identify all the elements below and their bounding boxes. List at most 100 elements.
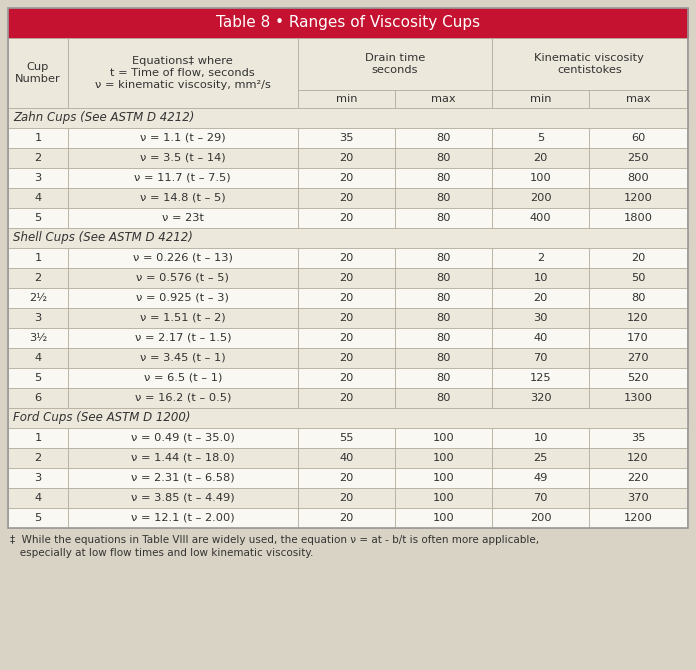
Text: especially at low flow times and low kinematic viscosity.: especially at low flow times and low kin… (10, 548, 313, 558)
Bar (395, 348, 492, 368)
Bar (8, 248, 68, 268)
Bar (590, 348, 687, 368)
Text: 5: 5 (34, 513, 42, 523)
Bar (395, 308, 492, 328)
Text: 20: 20 (339, 213, 354, 223)
Bar (590, 288, 687, 308)
Bar (8, 388, 68, 408)
Text: 270: 270 (627, 353, 649, 363)
Bar (8, 8, 688, 38)
Bar (492, 488, 590, 508)
Text: 5: 5 (537, 133, 544, 143)
Bar (492, 288, 590, 308)
Text: 20: 20 (339, 253, 354, 263)
Text: 100: 100 (530, 173, 552, 183)
Text: ν = 12.1 (t – 2.00): ν = 12.1 (t – 2.00) (131, 513, 235, 523)
Text: 120: 120 (627, 313, 649, 323)
Text: 40: 40 (339, 453, 354, 463)
Bar (8, 38, 68, 108)
Bar (590, 328, 687, 348)
Bar (492, 188, 590, 208)
Text: 1: 1 (34, 433, 42, 443)
Text: 10: 10 (534, 433, 548, 443)
Bar (395, 128, 492, 148)
Text: 2: 2 (34, 453, 42, 463)
Bar (8, 488, 68, 508)
Text: 80: 80 (436, 173, 451, 183)
Bar (8, 228, 688, 248)
Bar (395, 468, 492, 488)
Text: 80: 80 (436, 253, 451, 263)
Text: 20: 20 (339, 373, 354, 383)
Bar (298, 168, 395, 188)
Text: 1200: 1200 (624, 513, 652, 523)
Bar (8, 448, 68, 468)
Bar (298, 268, 395, 288)
Text: 20: 20 (339, 313, 354, 323)
Bar (8, 148, 68, 168)
Bar (68, 308, 298, 328)
Text: Table 8 • Ranges of Viscosity Cups: Table 8 • Ranges of Viscosity Cups (216, 15, 480, 31)
Bar (298, 508, 395, 528)
Bar (8, 128, 68, 148)
Bar (492, 90, 590, 108)
Text: 80: 80 (436, 153, 451, 163)
Bar (492, 208, 590, 228)
Bar (8, 428, 68, 448)
Text: ν = 3.85 (t – 4.49): ν = 3.85 (t – 4.49) (131, 493, 235, 503)
Bar (298, 308, 395, 328)
Text: 520: 520 (627, 373, 649, 383)
Bar (8, 108, 688, 128)
Text: ν = 2.31 (t – 6.58): ν = 2.31 (t – 6.58) (131, 473, 235, 483)
Text: 400: 400 (530, 213, 552, 223)
Text: 70: 70 (534, 353, 548, 363)
Text: 80: 80 (631, 293, 645, 303)
Text: Cup
Number: Cup Number (15, 62, 61, 84)
Bar (298, 348, 395, 368)
Text: 20: 20 (339, 353, 354, 363)
Text: 220: 220 (627, 473, 649, 483)
Text: 2½: 2½ (29, 293, 47, 303)
Text: 100: 100 (433, 493, 454, 503)
Text: 20: 20 (339, 393, 354, 403)
Text: ν = 0.576 (t – 5): ν = 0.576 (t – 5) (136, 273, 229, 283)
Text: 25: 25 (534, 453, 548, 463)
Text: 80: 80 (436, 333, 451, 343)
Text: 20: 20 (339, 513, 354, 523)
Text: min: min (530, 94, 551, 104)
Bar (395, 428, 492, 448)
Text: 2: 2 (34, 153, 42, 163)
Text: ν = 1.1 (t – 29): ν = 1.1 (t – 29) (140, 133, 226, 143)
Text: 35: 35 (339, 133, 354, 143)
Text: ν = 16.2 (t – 0.5): ν = 16.2 (t – 0.5) (134, 393, 231, 403)
Bar (298, 488, 395, 508)
Bar (590, 268, 687, 288)
Text: ν = 0.49 (t – 35.0): ν = 0.49 (t – 35.0) (131, 433, 235, 443)
Bar (492, 348, 590, 368)
Bar (492, 468, 590, 488)
Bar (8, 8, 688, 528)
Text: min: min (335, 94, 357, 104)
Text: 20: 20 (339, 333, 354, 343)
Bar (68, 288, 298, 308)
Text: 20: 20 (631, 253, 645, 263)
Bar (492, 268, 590, 288)
Bar (298, 208, 395, 228)
Text: 250: 250 (627, 153, 649, 163)
Text: 6: 6 (34, 393, 42, 403)
Text: 20: 20 (339, 173, 354, 183)
Bar (492, 128, 590, 148)
Text: 80: 80 (436, 293, 451, 303)
Bar (395, 90, 492, 108)
Bar (298, 248, 395, 268)
Bar (590, 168, 687, 188)
Bar (492, 328, 590, 348)
Bar (492, 248, 590, 268)
Bar (590, 448, 687, 468)
Text: ν = 3.45 (t – 1): ν = 3.45 (t – 1) (140, 353, 226, 363)
Bar (8, 268, 68, 288)
Text: 800: 800 (627, 173, 649, 183)
Bar (298, 368, 395, 388)
Bar (68, 38, 298, 108)
Text: 2: 2 (34, 273, 42, 283)
